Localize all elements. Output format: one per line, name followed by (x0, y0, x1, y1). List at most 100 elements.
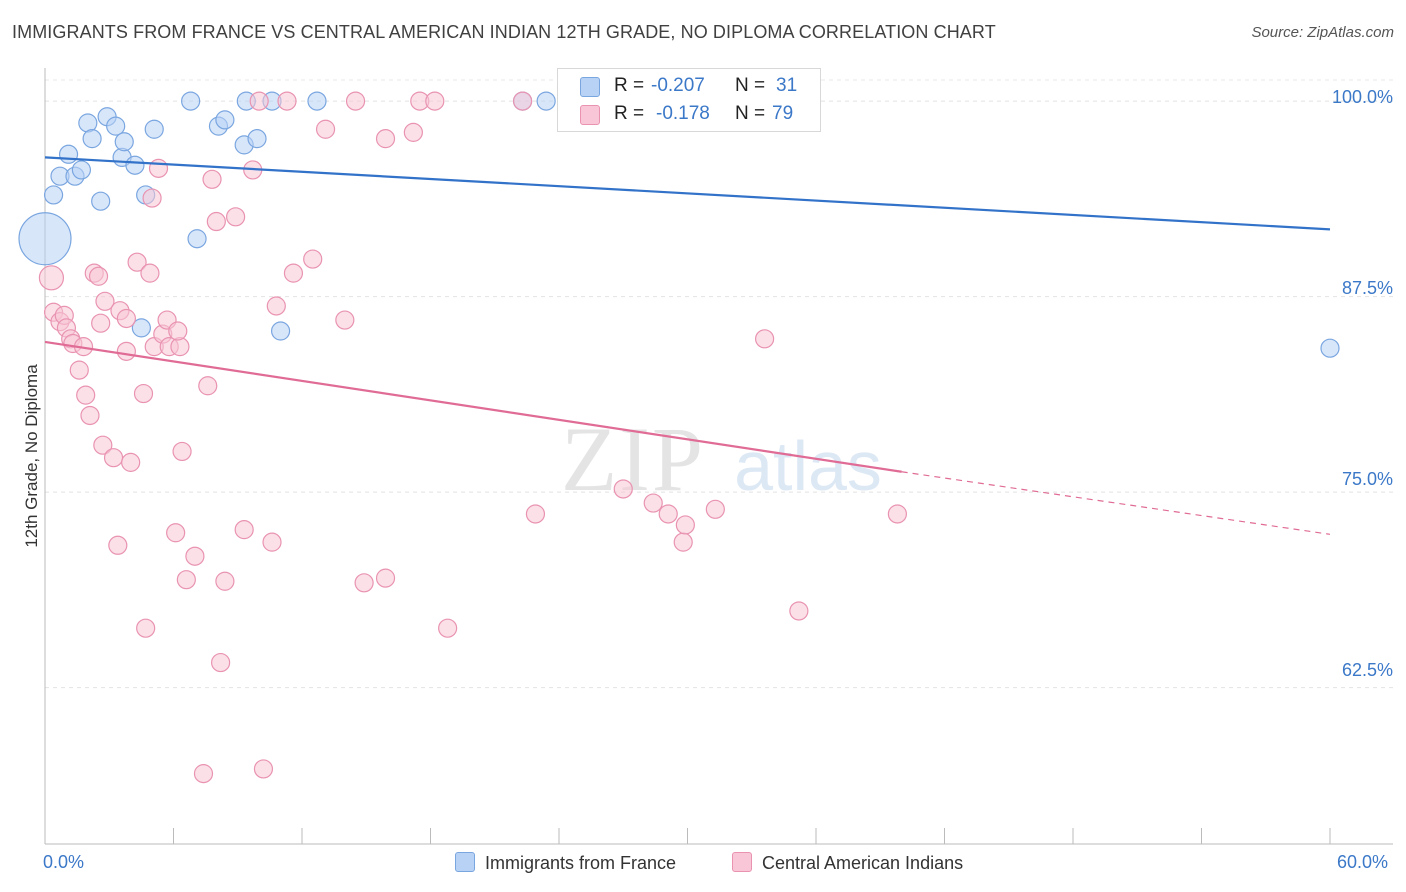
point-france (106, 116, 126, 136)
point-central (789, 601, 809, 621)
point-central (140, 263, 160, 283)
legend-swatch-central (580, 105, 600, 125)
point-central (116, 308, 136, 329)
point-central (673, 532, 693, 552)
point-central (354, 573, 374, 593)
point-central (226, 207, 246, 227)
trend-layer (44, 156, 1331, 535)
y-axis-title: 12th Grade, No Diploma (22, 364, 41, 548)
point-central (283, 263, 304, 283)
point-france (307, 91, 327, 111)
legend-r-label-france: R = (614, 75, 645, 96)
point-central (754, 329, 775, 349)
stats-legend: R = -0.207 N = 31 R = -0.178 N = 79 (557, 68, 821, 132)
trend-line-france (44, 156, 1331, 231)
bottom-legend-label-central: Central American Indians (762, 853, 964, 873)
bottom-legend-central: Central American Indians (732, 852, 963, 874)
point-central (211, 652, 231, 673)
point-central (438, 618, 458, 638)
x-tick-label-min: 0.0% (43, 852, 85, 872)
y-tick-label-62-5: 62.5% (1341, 660, 1393, 680)
point-central (121, 452, 141, 472)
legend-n-value-central: 79 (772, 103, 794, 124)
point-central (658, 504, 678, 524)
trend-line-central-dashed (901, 471, 1331, 535)
point-france (144, 119, 164, 139)
point-france (181, 91, 201, 111)
point-central (345, 91, 366, 111)
points-layer (18, 91, 1340, 784)
point-central (277, 91, 297, 111)
point-central (525, 504, 546, 524)
point-central (108, 535, 128, 555)
point-france (91, 191, 111, 211)
point-central (303, 249, 323, 269)
y-tick-label-87-5: 87.5% (1341, 278, 1393, 298)
point-central (185, 546, 205, 566)
point-central (643, 493, 663, 513)
point-central (38, 265, 65, 291)
point-central (172, 441, 192, 462)
point-central (253, 759, 274, 779)
point-central (193, 764, 214, 784)
point-central (95, 291, 115, 311)
legend-n-label-france: N = (735, 75, 766, 96)
point-france (58, 144, 79, 164)
source-label: Source: ZipAtlas.com (1251, 24, 1394, 41)
y-tick-label-75: 75.0% (1341, 469, 1393, 489)
point-central (142, 188, 162, 208)
bottom-legend-label-france: Immigrants from France (485, 853, 677, 873)
point-central (375, 568, 396, 588)
point-central (512, 91, 533, 111)
point-central (69, 360, 89, 380)
point-central (148, 158, 169, 178)
bottom-legend-swatch-france (455, 852, 475, 872)
point-central (133, 383, 154, 404)
point-france (247, 129, 267, 149)
point-central (266, 296, 286, 316)
legend-swatch-france (580, 77, 600, 97)
point-france (71, 160, 92, 180)
point-france (82, 129, 102, 149)
point-central (335, 310, 355, 330)
point-central (206, 211, 226, 232)
point-france (536, 91, 556, 111)
point-france (215, 110, 235, 130)
point-central (215, 571, 235, 591)
legend-n-value-france: 31 (776, 75, 798, 96)
point-central (198, 376, 218, 396)
point-central (116, 341, 136, 361)
point-france (125, 155, 145, 175)
legend-r-label-central: R = (614, 103, 645, 124)
point-central (202, 169, 222, 189)
point-central (91, 313, 111, 333)
point-france (1320, 338, 1340, 358)
point-central (375, 129, 396, 149)
point-central (136, 618, 156, 638)
point-central (166, 523, 186, 543)
point-central (613, 479, 633, 499)
point-central (76, 385, 96, 405)
point-central (80, 405, 100, 426)
point-central (425, 91, 445, 111)
legend-row-france: R = -0.207 N = 31 (558, 71, 820, 101)
point-central (93, 435, 113, 455)
watermark: ZIP atlas (561, 408, 882, 510)
point-central (88, 266, 109, 286)
point-france (43, 185, 64, 205)
point-central (705, 499, 725, 519)
point-central (249, 91, 269, 111)
x-tick-label-max: 60.0% (1337, 852, 1389, 872)
point-france (270, 321, 291, 341)
point-france (131, 318, 151, 338)
point-france (187, 229, 207, 249)
point-central (315, 119, 336, 139)
legend-r-value-france: -0.207 (651, 75, 705, 96)
point-central (168, 321, 188, 341)
watermark-zip: ZIP (561, 408, 705, 510)
bottom-legend-swatch-central (732, 852, 752, 872)
legend-n-label-central: N = (735, 103, 766, 124)
chart-title: IMMIGRANTS FROM FRANCE VS CENTRAL AMERIC… (12, 22, 996, 42)
trend-line-central (44, 340, 902, 473)
